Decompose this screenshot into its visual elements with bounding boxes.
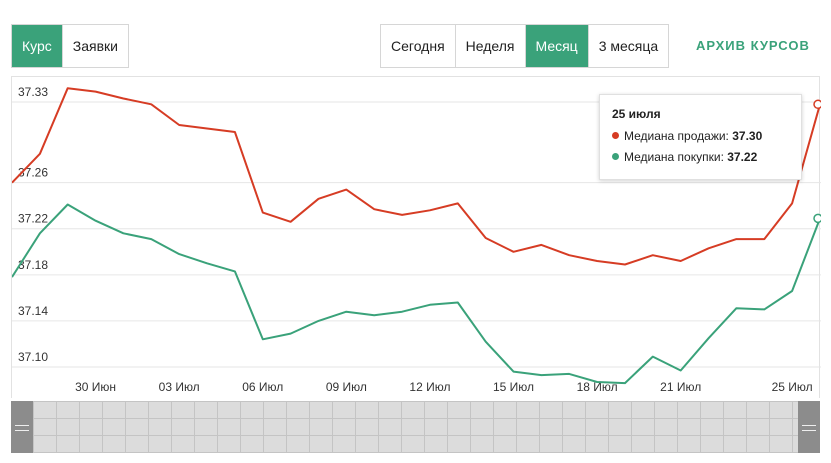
y-tick-label: 37.18 (18, 258, 48, 272)
tooltip-row-buy: Медиана покупки: 37.22 (612, 150, 789, 164)
sell-median-line (12, 87, 821, 266)
navigator-right-handle[interactable] (798, 401, 820, 453)
buy-hover-point (813, 213, 821, 224)
tooltip-sell-label: Медиана продажи: (624, 129, 733, 143)
period-today-button[interactable]: Сегодня (381, 25, 456, 67)
navigator-track[interactable] (33, 401, 798, 453)
tooltip-row-sell: Медиана продажи: 37.30 (612, 129, 789, 143)
buy-median-line (12, 203, 821, 385)
range-navigator[interactable] (11, 401, 820, 453)
period-week-button[interactable]: Неделя (455, 25, 526, 67)
x-tick-label: 03 Июл (159, 380, 200, 394)
x-tick-label: 15 Июл (493, 380, 534, 394)
tooltip-buy-label: Медиана покупки: (624, 150, 728, 164)
x-tick-label: 30 Июн (75, 380, 116, 394)
x-tick-label: 06 Июл (242, 380, 283, 394)
period-selector: Сегодня Неделя Месяц 3 месяца (380, 24, 670, 68)
grip-icon (15, 425, 29, 431)
view-tabs: Курс Заявки (11, 24, 130, 68)
chart-tooltip: 25 июля Медиана продажи: 37.30 Медиана п… (599, 94, 802, 180)
y-tick-label: 37.33 (18, 85, 48, 99)
y-tick-label: 37.10 (18, 350, 48, 364)
grip-icon (802, 425, 816, 431)
y-tick-label: 37.22 (18, 212, 48, 226)
chart-area: 37.33 37.26 37.22 37.18 37.14 37.10 30 Июн 03 И… (11, 76, 821, 398)
x-tick-label: 12 Июл (409, 380, 450, 394)
x-tick-label: 21 Июл (660, 380, 701, 394)
sell-hover-point (813, 99, 821, 110)
archive-link[interactable]: АРХИВ КУРСОВ (696, 38, 810, 53)
tab-orders[interactable]: Заявки (62, 25, 129, 67)
y-tick-label: 37.14 (18, 304, 48, 318)
tooltip-sell-value: 37.30 (732, 129, 763, 143)
sell-dot-icon (612, 132, 619, 139)
navigator-left-handle[interactable] (11, 401, 33, 453)
buy-dot-icon (612, 153, 619, 160)
tooltip-date: 25 июля (612, 107, 661, 121)
x-tick-label: 18 Июл (577, 380, 618, 394)
period-3months-button[interactable]: 3 месяца (588, 25, 669, 67)
x-tick-label: 25 Июл (772, 380, 813, 394)
tooltip-buy-value: 37.22 (727, 150, 758, 164)
tab-rate[interactable]: Курс (12, 25, 63, 67)
period-month-button[interactable]: Месяц (525, 25, 589, 67)
x-tick-label: 09 Июл (326, 380, 367, 394)
